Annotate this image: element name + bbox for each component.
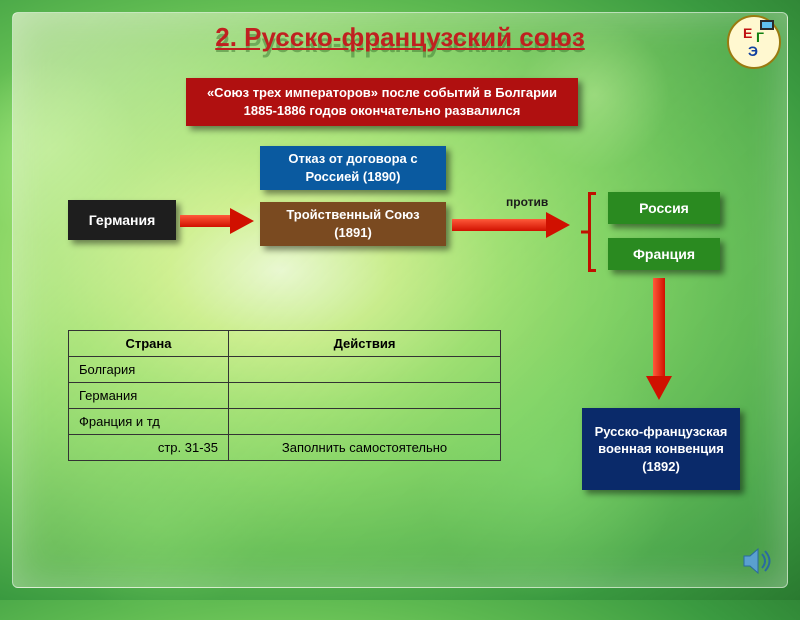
bracket-russia-france: [588, 192, 591, 272]
arrow-alliance-to-countries: [452, 214, 570, 236]
slide-title: 2. Русско-французский союз 2. Русско-фра…: [0, 22, 800, 53]
sound-icon[interactable]: [740, 544, 774, 578]
table-cell: стр. 31-35: [69, 435, 229, 461]
box-france: Франция: [608, 238, 720, 270]
arrow-to-convention: [648, 278, 670, 402]
table-cell: Германия: [69, 383, 229, 409]
table-header: Действия: [229, 331, 501, 357]
table-cell: [229, 409, 501, 435]
table-row: Германия: [69, 383, 501, 409]
table-row: Болгария: [69, 357, 501, 383]
table-cell: Болгария: [69, 357, 229, 383]
arrow-germany-to-alliance: [180, 210, 254, 232]
table-cell: Заполнить самостоятельно: [229, 435, 501, 461]
label-against: против: [506, 195, 548, 209]
box-germany: Германия: [68, 200, 176, 240]
box-treaty-refusal: Отказ от договора с Россией (1890): [260, 146, 446, 190]
country-actions-table: СтранаДействияБолгарияГерманияФранция и …: [68, 330, 501, 461]
box-triple-alliance: Тройственный Союз (1891): [260, 202, 446, 246]
box-military-convention: Русско-французская военная конвенция (18…: [582, 408, 740, 490]
table-cell: [229, 357, 501, 383]
table-cell: [229, 383, 501, 409]
table-cell: Франция и тд: [69, 409, 229, 435]
table-row: стр. 31-35Заполнить самостоятельно: [69, 435, 501, 461]
table-header: Страна: [69, 331, 229, 357]
box-russia: Россия: [608, 192, 720, 224]
table-row: Франция и тд: [69, 409, 501, 435]
box-three-emperors: «Союз трех императоров» после событий в …: [186, 78, 578, 126]
